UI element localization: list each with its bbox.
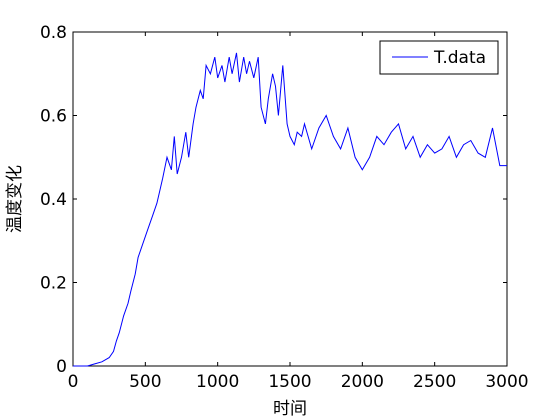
y-tick-label: 0	[56, 357, 67, 377]
x-tick-label: 3000	[485, 372, 528, 392]
series-line-t-data	[73, 52, 507, 367]
y-tick-label: 0.2	[40, 274, 67, 294]
axis-ticks: 0 500 1000 1500 2000 2500 3000 0 0.2 0.4 0.6 0.8	[40, 23, 529, 392]
legend-label: T.data	[433, 48, 486, 68]
plot-area	[72, 31, 508, 367]
x-axis-title: 时间	[273, 399, 307, 419]
x-tick-label: 0	[68, 372, 79, 392]
y-tick-label: 0.6	[40, 107, 67, 127]
y-axis-title: 温度变化	[5, 165, 25, 233]
x-tick-label: 2000	[341, 372, 384, 392]
x-tick-label: 500	[129, 372, 161, 392]
legend: T.data	[379, 40, 499, 75]
x-tick-label: 1000	[196, 372, 239, 392]
series-layer	[73, 52, 507, 367]
x-tick-label: 2500	[413, 372, 456, 392]
y-tick-label: 0.8	[40, 23, 67, 43]
x-tick-label: 1500	[268, 372, 311, 392]
y-tick-label: 0.4	[40, 190, 67, 210]
